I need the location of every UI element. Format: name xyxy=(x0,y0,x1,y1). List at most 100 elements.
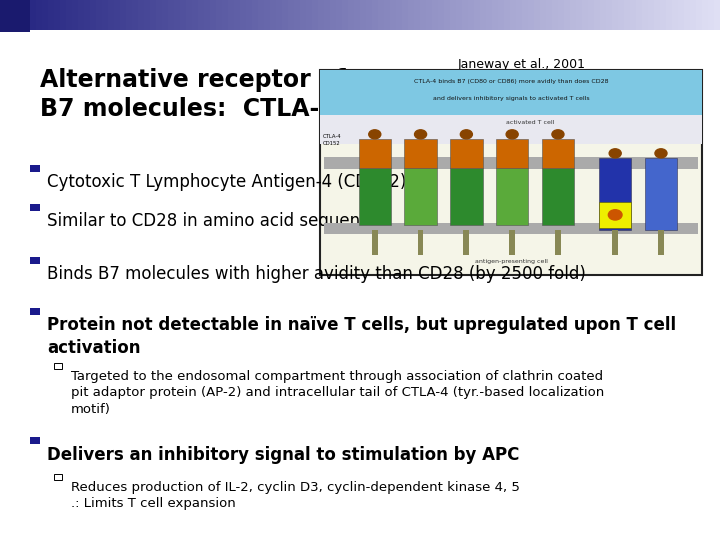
Text: Reduces production of IL-2, cyclin D3, cyclin-dependent kinase 4, 5
.: Limits T : Reduces production of IL-2, cyclin D3, c… xyxy=(71,481,519,510)
Bar xyxy=(30,165,40,172)
Bar xyxy=(66,0,73,30)
Bar xyxy=(270,0,277,30)
Text: Targeted to the endosomal compartment through association of clathrin coated
pit: Targeted to the endosomal compartment th… xyxy=(71,370,604,416)
Bar xyxy=(359,168,391,225)
Bar xyxy=(642,0,649,30)
Bar xyxy=(660,0,667,30)
Bar xyxy=(192,0,199,30)
Bar xyxy=(84,0,91,30)
Bar xyxy=(504,0,511,30)
Bar xyxy=(582,0,590,30)
Bar xyxy=(654,0,662,30)
Bar xyxy=(630,0,637,30)
Bar xyxy=(594,0,601,30)
Text: and delivers inhibitory signals to activated T cells: and delivers inhibitory signals to activ… xyxy=(433,96,590,100)
Bar xyxy=(606,0,613,30)
Bar xyxy=(496,139,528,168)
Bar xyxy=(0,0,7,30)
Bar xyxy=(198,0,205,30)
Bar xyxy=(96,0,104,30)
Bar xyxy=(496,168,528,225)
Bar xyxy=(540,0,547,30)
Bar xyxy=(498,0,505,30)
Bar xyxy=(348,0,356,30)
Bar xyxy=(60,0,68,30)
Bar xyxy=(210,0,217,30)
Bar xyxy=(666,0,673,30)
Bar xyxy=(552,0,559,30)
Bar xyxy=(300,0,307,30)
Bar xyxy=(72,0,79,30)
Bar xyxy=(612,230,618,255)
Bar xyxy=(426,0,433,30)
Text: Binds B7 molecules with higher avidity than CD28 (by 2500 fold): Binds B7 molecules with higher avidity t… xyxy=(47,265,585,282)
Bar xyxy=(708,0,716,30)
Bar xyxy=(162,0,169,30)
Bar xyxy=(534,0,541,30)
Bar xyxy=(408,0,415,30)
Bar xyxy=(150,0,158,30)
Bar xyxy=(54,363,62,369)
Bar xyxy=(30,437,40,444)
Bar xyxy=(468,0,475,30)
Bar xyxy=(359,139,391,168)
Bar xyxy=(678,0,685,30)
Circle shape xyxy=(460,130,472,139)
Bar xyxy=(546,0,554,30)
Circle shape xyxy=(655,149,667,158)
Bar xyxy=(541,168,574,225)
Bar xyxy=(174,0,181,30)
Bar xyxy=(690,0,698,30)
Bar xyxy=(390,0,397,30)
Bar xyxy=(648,0,655,30)
Bar xyxy=(144,0,151,30)
Bar xyxy=(114,0,122,30)
Text: antigen-presenting cell: antigen-presenting cell xyxy=(474,259,548,264)
Text: Janeway et al., 2001: Janeway et al., 2001 xyxy=(457,58,585,71)
Bar xyxy=(570,0,577,30)
Bar xyxy=(138,0,145,30)
Bar xyxy=(330,0,338,30)
Bar xyxy=(509,230,515,255)
Bar xyxy=(30,0,37,30)
Text: B7 molecules:  CTLA-4: B7 molecules: CTLA-4 xyxy=(40,97,336,121)
Text: CTLA-4
CD152: CTLA-4 CD152 xyxy=(323,134,341,146)
Text: CTLA-4 binds B7 (CD80 or CD86) more avidly than does CD28: CTLA-4 binds B7 (CD80 or CD86) more avid… xyxy=(414,79,608,84)
Bar xyxy=(126,0,133,30)
Bar xyxy=(564,0,572,30)
Bar xyxy=(216,0,223,30)
Text: Delivers an inhibitory signal to stimulation by APC: Delivers an inhibitory signal to stimula… xyxy=(47,446,519,463)
Bar xyxy=(418,230,423,255)
Bar xyxy=(312,0,320,30)
Bar xyxy=(324,0,331,30)
Bar xyxy=(658,230,664,255)
Bar xyxy=(462,0,469,30)
Circle shape xyxy=(369,130,381,139)
Bar xyxy=(396,0,403,30)
Bar xyxy=(450,168,482,225)
Bar xyxy=(464,230,469,255)
Bar xyxy=(672,0,680,30)
Bar xyxy=(78,0,86,30)
Bar xyxy=(541,139,574,168)
Bar xyxy=(474,0,482,30)
Bar xyxy=(318,0,325,30)
Bar xyxy=(320,70,702,275)
Bar xyxy=(486,0,493,30)
Bar xyxy=(320,116,702,144)
Bar xyxy=(522,0,529,30)
Bar xyxy=(618,0,626,30)
Bar xyxy=(36,0,43,30)
Bar xyxy=(168,0,176,30)
Bar xyxy=(360,0,367,30)
Bar xyxy=(510,0,518,30)
Bar xyxy=(588,0,595,30)
Circle shape xyxy=(609,149,621,158)
Bar xyxy=(516,0,523,30)
Circle shape xyxy=(506,130,518,139)
Text: Protein not detectable in naïve T cells, but upregulated upon T cell
activation: Protein not detectable in naïve T cells,… xyxy=(47,316,676,357)
Bar xyxy=(30,204,40,211)
Bar xyxy=(306,0,313,30)
Bar xyxy=(186,0,194,30)
Bar xyxy=(600,0,608,30)
